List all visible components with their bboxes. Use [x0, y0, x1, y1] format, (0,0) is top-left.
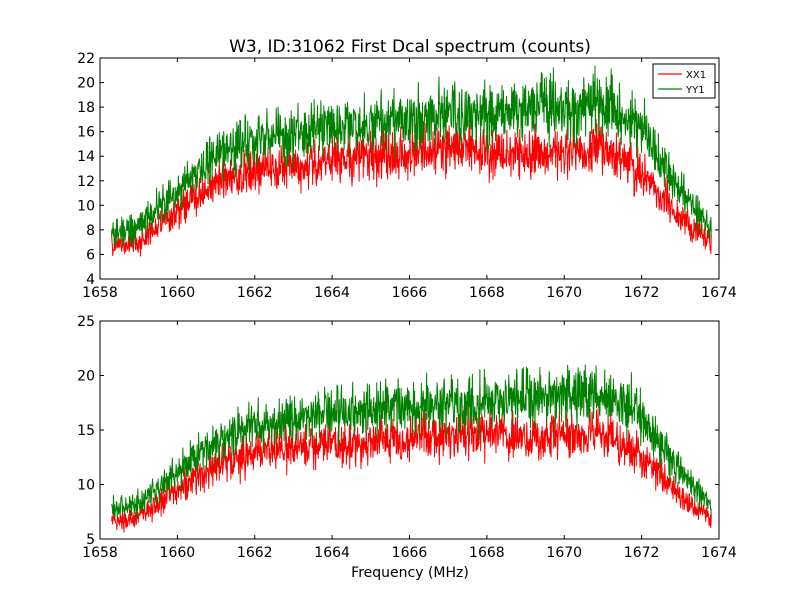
y-tick-label: 12 [77, 174, 95, 190]
series-line-xx1 [111, 404, 712, 533]
series-line-yy1 [111, 364, 712, 521]
subplot-2: 1658 1660 1662 1664 1666 1668 1670 1672 1674 5 10 1… [77, 314, 737, 561]
x-axis-label: Frequency (MHz) [351, 565, 469, 581]
y-tick-label: 14 [77, 149, 95, 165]
x-tick-label: 1674 [701, 285, 737, 301]
x-tick-label: 1662 [237, 545, 273, 561]
x-tick-label: 1666 [392, 285, 428, 301]
chart-title: W3, ID:31062 First Dcal spectrum (counts… [229, 37, 591, 57]
x-tick-label: 1660 [160, 545, 196, 561]
series-group [111, 364, 712, 533]
plot-area: 1658 1660 1662 1664 1666 1668 1670 1672 1674 4 6 8 1… [77, 51, 737, 561]
x-tick-label: 1672 [624, 545, 660, 561]
y-tick-label: 22 [77, 51, 95, 67]
x-tick-label: 1664 [314, 285, 350, 301]
x-tick-label: 1658 [82, 285, 118, 301]
legend-label-yy1: YY1 [685, 85, 705, 96]
y-tick-label: 10 [77, 478, 95, 494]
y-tick-label: 6 [86, 247, 95, 263]
series-line-xx1 [111, 118, 712, 257]
legend-label-xx1: XX1 [686, 70, 706, 81]
y-tick-label: 5 [86, 532, 95, 548]
y-tick-label: 4 [86, 272, 95, 288]
x-tick-label: 1662 [237, 285, 273, 301]
y-tick-label: 20 [77, 369, 95, 385]
x-tick-label: 1670 [546, 545, 582, 561]
y-tick-label: 20 [77, 76, 95, 92]
y-tick-label: 16 [77, 125, 95, 141]
x-tick-label: 1658 [82, 545, 118, 561]
series-line-yy1 [111, 65, 712, 247]
x-tick-label: 1660 [160, 285, 196, 301]
y-tick-label: 18 [77, 100, 95, 116]
y-tick-label: 15 [77, 423, 95, 439]
x-tick-label: 1670 [546, 285, 582, 301]
x-tick-label: 1668 [469, 285, 505, 301]
x-tick-label: 1666 [392, 545, 428, 561]
x-tick-label: 1668 [469, 545, 505, 561]
x-tick-label: 1664 [314, 545, 350, 561]
x-tick-label: 1672 [624, 285, 660, 301]
y-tick-label: 25 [77, 314, 95, 330]
legend-box [652, 63, 716, 99]
series-group [111, 65, 712, 257]
y-tick-label: 10 [77, 198, 95, 214]
y-tick-label: 8 [86, 223, 95, 239]
x-tick-label: 1674 [701, 545, 737, 561]
subplot-1: 1658 1660 1662 1664 1666 1668 1670 1672 1674 4 6 8 1… [77, 51, 737, 301]
